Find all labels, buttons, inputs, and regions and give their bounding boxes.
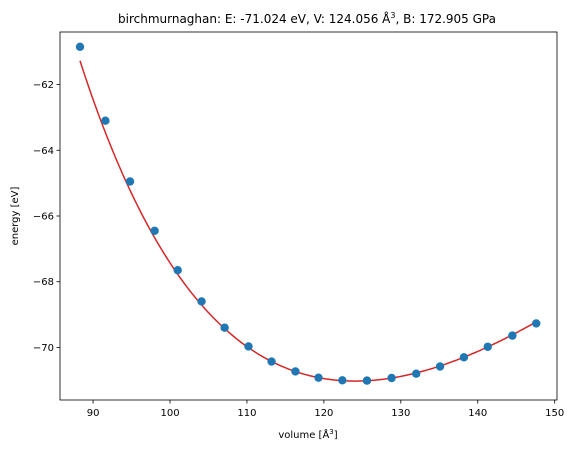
x-axis-label-superscript: 3 [329, 428, 333, 436]
chart-title-superscript: 3 [390, 11, 395, 20]
data-point [220, 323, 229, 332]
x-tick-label: 100 [160, 408, 179, 419]
data-point [314, 373, 323, 382]
chart-title: birchmurnaghan: E: -71.024 eV, V: 124.05… [118, 11, 496, 26]
data-point [267, 357, 276, 366]
data-point [150, 226, 159, 235]
y-axis-ticks: −70 −68 −66 −64 −62 [33, 80, 60, 354]
y-tick-label: −68 [33, 277, 54, 288]
y-tick-label: −64 [33, 146, 54, 157]
data-point [291, 367, 300, 376]
data-point [197, 297, 206, 306]
data-point [412, 369, 421, 378]
data-point [483, 342, 492, 351]
data-point [508, 331, 517, 340]
data-point [101, 116, 110, 125]
data-point [459, 353, 469, 362]
plot-area [59, 31, 558, 401]
y-axis-label: energy [eV] [10, 186, 21, 245]
x-axis-ticks: 90 100 110 120 130 140 150 [87, 400, 564, 419]
data-point [387, 373, 396, 383]
x-tick-label: 140 [468, 408, 487, 419]
data-point [125, 177, 135, 186]
x-tick-label: 150 [545, 408, 564, 419]
data-point [338, 376, 347, 385]
data-point [362, 376, 372, 385]
x-tick-label: 90 [87, 408, 100, 419]
data-point [75, 42, 85, 51]
x-tick-label: 110 [237, 408, 256, 419]
data-point [173, 266, 182, 275]
x-tick-label: 130 [391, 408, 410, 419]
x-axis-label: volume [Å3] [278, 428, 337, 441]
data-points [75, 42, 541, 385]
y-tick-label: −66 [33, 212, 54, 223]
data-point [244, 342, 253, 351]
data-point [435, 362, 445, 371]
y-tick-label: −70 [33, 343, 54, 354]
x-tick-label: 120 [314, 408, 333, 419]
data-point [532, 319, 541, 328]
y-tick-label: −62 [33, 80, 54, 91]
